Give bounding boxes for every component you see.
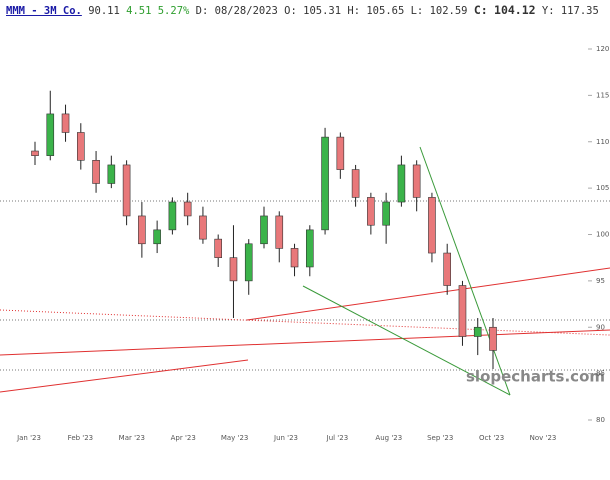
close-label: C: [473, 3, 488, 17]
trend-line [246, 267, 610, 321]
y-tick-label: 115 [596, 91, 609, 99]
candle-body [489, 326, 497, 351]
candle-body [336, 136, 345, 170]
candle-body [443, 252, 452, 286]
candle-body [244, 243, 253, 282]
candle-body [473, 326, 482, 337]
x-tick-label: Aug '23 [375, 434, 402, 442]
y-label: Y: 117.35 [541, 5, 599, 17]
candle-body [397, 164, 406, 203]
candle-body [107, 164, 116, 184]
x-tick-label: May '23 [221, 434, 249, 442]
y-tick-label: 120 [596, 45, 609, 53]
candle-body [46, 113, 55, 156]
candle-body [260, 215, 268, 245]
candle-body [31, 150, 39, 156]
x-tick-label: Nov '23 [530, 434, 557, 442]
y-tick-label: 85 [596, 370, 605, 378]
candle-body [275, 215, 284, 249]
candle-body [77, 132, 85, 161]
trend-line [302, 285, 511, 396]
y-tick-label: 110 [596, 138, 609, 146]
candle-body [351, 169, 360, 198]
x-tick-label: Feb '23 [68, 434, 93, 442]
candle-body [428, 197, 436, 254]
candle-body [305, 229, 314, 268]
candle-body [321, 136, 329, 231]
candle-body [61, 113, 70, 133]
change: 4.51 5.27% [126, 5, 190, 17]
trend-line [0, 359, 249, 393]
trend-line [0, 309, 610, 336]
candle-body [183, 201, 192, 217]
y-tick-label: 90 [596, 323, 605, 331]
y-tick-label: 105 [596, 184, 609, 192]
candle-body [92, 160, 100, 184]
x-tick-label: Jul '23 [326, 434, 349, 442]
trend-line [419, 146, 511, 396]
candle-body [153, 229, 161, 245]
x-tick-label: Jan '23 [16, 434, 41, 442]
last-price: 90.11 [88, 5, 120, 17]
candle-body [412, 164, 421, 198]
symbol[interactable]: MMM - 3M Co. [6, 5, 82, 17]
x-tick-label: Mar '23 [119, 434, 145, 442]
watermark: slopecharts.com [466, 368, 605, 386]
header: MMM - 3M Co. 90.11 4.51 5.27% D: 08/28/2… [6, 3, 599, 17]
candle-body [138, 215, 146, 245]
candle-body [367, 197, 375, 226]
x-tick-label: Sep '23 [427, 434, 453, 442]
candle-body [122, 164, 131, 217]
x-tick-label: Apr '23 [171, 434, 196, 442]
candle-body [458, 285, 467, 337]
candle-body [168, 201, 177, 231]
x-tick-label: Jun '23 [273, 434, 298, 442]
candle-body [214, 238, 222, 258]
y-tick-label: 80 [596, 416, 605, 424]
candle-body [290, 248, 299, 268]
close-value: 104.12 [494, 3, 536, 17]
x-tick-label: Oct '23 [479, 434, 504, 442]
y-tick-label: 100 [596, 231, 609, 239]
y-tick-label: 95 [596, 277, 605, 285]
candle-body [382, 201, 390, 226]
trend-line [0, 329, 610, 356]
candle-body [229, 257, 238, 282]
candle-body [199, 215, 207, 240]
details: D: 08/28/2023 O: 105.31 H: 105.65 L: 102… [195, 5, 468, 17]
